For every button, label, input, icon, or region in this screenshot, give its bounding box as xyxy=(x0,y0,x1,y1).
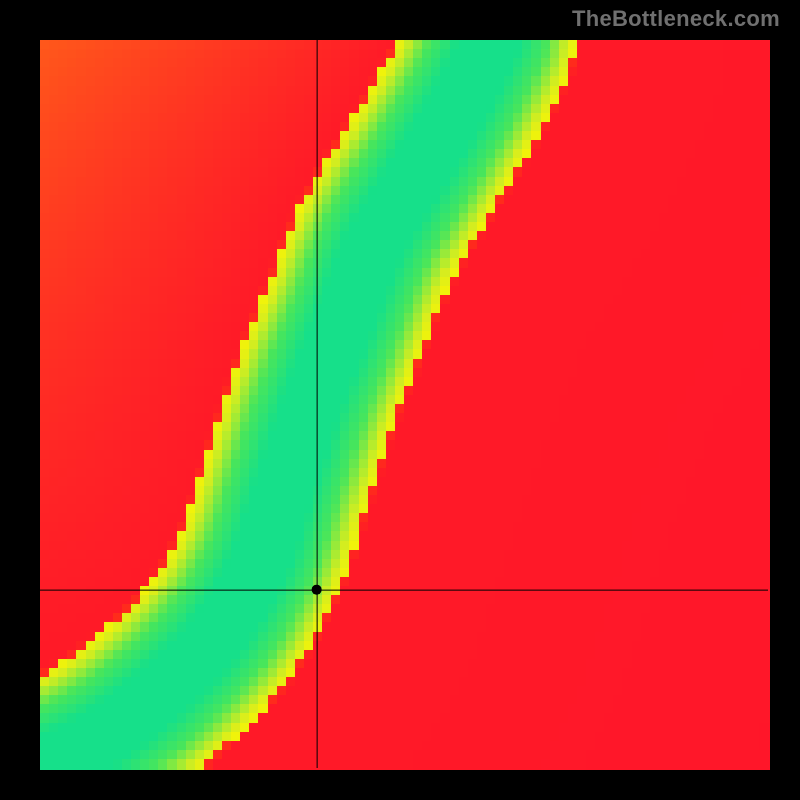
watermark-text: TheBottleneck.com xyxy=(572,6,780,32)
heatmap-canvas xyxy=(0,0,800,800)
